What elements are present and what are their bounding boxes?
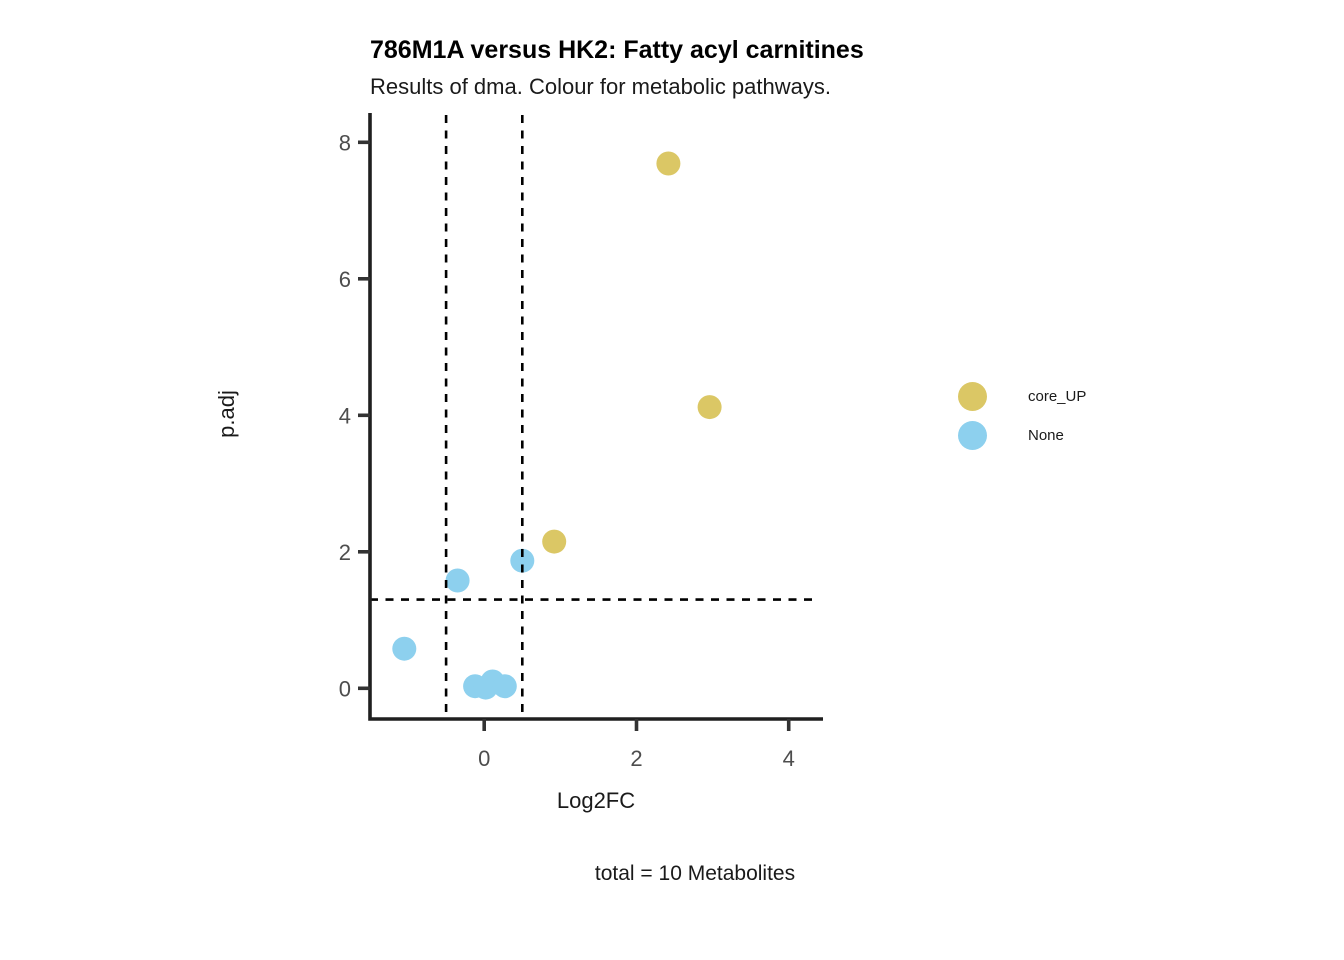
y-tick-label: 8 [339,130,351,155]
legend-label-none: None [1028,427,1064,444]
plot-title: 786M1A versus HK2: Fatty acyl carnitines [370,36,864,64]
data-point-core_up [542,529,567,554]
y-tick-label: 6 [339,267,351,292]
plot-subtitle: Results of dma. Colour for metabolic pat… [370,74,831,99]
x-tick-label: 2 [630,746,642,771]
legend-item-none: None [958,421,1086,450]
axis-lines [368,113,823,721]
y-tick-label: 0 [339,676,351,701]
legend-label-core-up: core_UP [1028,388,1087,405]
data-point-none [445,568,470,593]
data-point-none [392,636,417,661]
plot-caption: total = 10 Metabolites [594,862,796,885]
x-axis-title: Log2FC [556,788,636,813]
x-tick-label: 0 [478,746,490,771]
data-point-none [510,548,535,573]
legend-swatch-core-up [958,382,987,411]
y-axis-title: p.adj [214,390,239,438]
x-tick-label: 4 [783,746,795,771]
legend-item-core-up: core_UP [958,382,1086,411]
data-point-none [492,674,517,699]
y-tick-label: 4 [339,403,351,428]
data-point-core_up [656,151,681,176]
legend-swatch-none [958,421,987,450]
legend: core_UP None [958,382,1086,460]
data-point-core_up [697,395,722,420]
y-tick-label: 2 [339,540,351,565]
